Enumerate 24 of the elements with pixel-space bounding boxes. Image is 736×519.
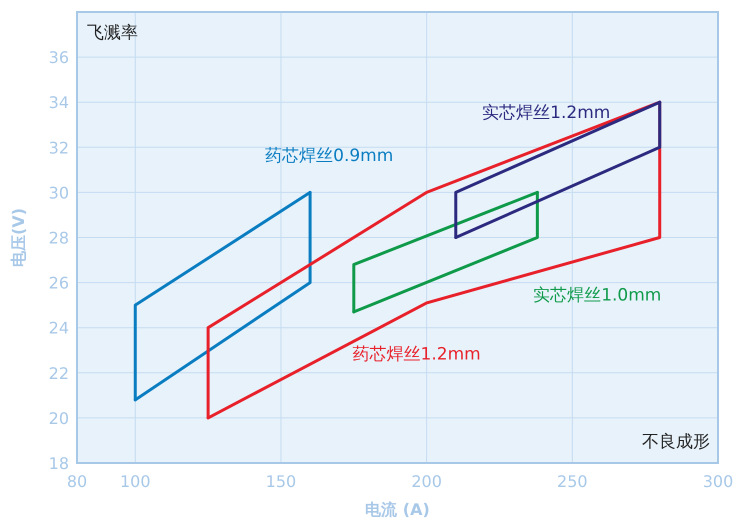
y-tick-label: 36 <box>48 48 69 68</box>
y-tick-label: 24 <box>48 318 69 338</box>
text: 药芯焊丝0.9mm <box>265 146 394 166</box>
y-tick-label: 30 <box>48 183 69 202</box>
x-tick-label: 250 <box>557 472 588 491</box>
x-tick-label: 150 <box>266 472 296 491</box>
text: 实芯焊丝1.0mm <box>533 286 662 306</box>
y-tick-label: 32 <box>48 138 69 158</box>
x-tick-label: 300 <box>702 472 734 491</box>
y-tick-label: 20 <box>48 408 69 428</box>
y-tick-label: 22 <box>48 364 69 383</box>
annotation: 不良成形 <box>642 432 710 452</box>
y-tick-label: 28 <box>48 228 69 248</box>
y-tick-label: 26 <box>48 274 69 293</box>
y-tick-label: 34 <box>48 93 69 112</box>
y-tick-label: 18 <box>48 454 69 473</box>
x-tick-label: 80 <box>66 472 88 491</box>
series-label: 实芯焊丝1.2mm <box>482 102 610 123</box>
text: 药芯焊丝1.2mm <box>352 344 481 364</box>
x-tick-label: 100 <box>120 472 151 491</box>
x-tick-label: 200 <box>411 472 442 491</box>
x-axis-title: 电流 (A) <box>365 500 430 519</box>
y-axis-title: 电压(V) <box>9 208 28 268</box>
annotation: 飞溅率 <box>87 23 138 43</box>
